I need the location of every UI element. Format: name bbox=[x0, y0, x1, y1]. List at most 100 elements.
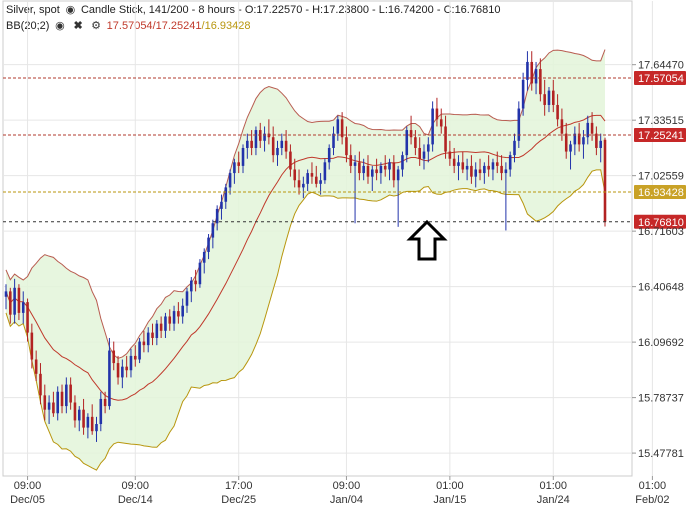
ohlc-readout: - O:17.22570 - H:17.23800 - L:16.74200 -… bbox=[238, 4, 501, 16]
candle-body bbox=[207, 237, 210, 252]
candle-body bbox=[543, 94, 546, 105]
candle bbox=[26, 298, 29, 342]
candle-body bbox=[103, 398, 107, 407]
candle-body bbox=[194, 280, 197, 285]
candle-body bbox=[345, 137, 348, 156]
price-tag-bg bbox=[634, 128, 686, 143]
gear-icon[interactable]: ⚙ bbox=[91, 20, 102, 32]
candle-body bbox=[65, 384, 68, 407]
candle bbox=[69, 377, 72, 410]
bb-mid-value: 17.25241 bbox=[155, 20, 202, 32]
candle-body bbox=[336, 119, 340, 134]
candle bbox=[495, 151, 499, 174]
candle-body bbox=[112, 350, 116, 364]
candle bbox=[590, 112, 594, 141]
candle bbox=[241, 144, 245, 174]
candle-body bbox=[392, 162, 396, 181]
candle bbox=[319, 173, 322, 195]
candle-body bbox=[375, 169, 378, 174]
candle-body bbox=[237, 162, 240, 166]
candle bbox=[340, 112, 344, 145]
candle-body bbox=[34, 359, 38, 374]
y-tick-label: 16.71603 bbox=[638, 226, 684, 238]
candle-body bbox=[599, 140, 602, 148]
candle bbox=[435, 97, 439, 127]
candle-body bbox=[198, 262, 202, 285]
candle-body bbox=[138, 341, 141, 360]
candle bbox=[276, 140, 279, 166]
candle-body bbox=[556, 104, 559, 120]
candle bbox=[521, 72, 525, 116]
candle-body bbox=[56, 391, 60, 414]
candle-body bbox=[371, 169, 374, 177]
candle-body bbox=[52, 402, 55, 414]
price-tag-label: 16.93428 bbox=[638, 187, 684, 199]
candle-body bbox=[297, 180, 301, 188]
candle-body bbox=[427, 144, 430, 152]
candle bbox=[164, 312, 167, 338]
candle bbox=[146, 327, 150, 353]
candle bbox=[215, 205, 219, 231]
price-tag-mid: 17.25241 bbox=[634, 128, 686, 143]
y-tick-label: 15.78737 bbox=[638, 393, 684, 405]
eye-icon[interactable]: ◉ bbox=[55, 20, 65, 32]
candle-body bbox=[129, 355, 133, 371]
eye-icon[interactable]: ◉ bbox=[65, 4, 76, 16]
candle bbox=[323, 158, 327, 184]
up-arrow-icon bbox=[406, 219, 448, 261]
candle-body bbox=[409, 130, 413, 138]
candle-body bbox=[43, 395, 47, 410]
candle bbox=[530, 51, 534, 91]
candle-body bbox=[82, 409, 85, 428]
candle-body bbox=[362, 165, 365, 174]
candle-body bbox=[457, 162, 460, 166]
candle bbox=[21, 291, 25, 324]
candle-body bbox=[491, 162, 495, 170]
candle bbox=[599, 133, 602, 163]
candle bbox=[56, 386, 60, 421]
candle bbox=[444, 115, 447, 159]
candle bbox=[224, 183, 228, 209]
candle bbox=[207, 234, 210, 260]
candle bbox=[422, 144, 426, 170]
candle bbox=[483, 162, 486, 184]
candle bbox=[297, 169, 301, 195]
candle bbox=[159, 316, 163, 338]
candle bbox=[461, 151, 465, 174]
candle bbox=[478, 158, 482, 181]
x-tick-date: Dec/05 bbox=[10, 494, 45, 506]
candle-body bbox=[595, 133, 598, 148]
price-tag-last: 16.76810 bbox=[634, 214, 686, 229]
candle-body bbox=[534, 69, 538, 84]
y-tick-label: 17.64470 bbox=[638, 60, 684, 72]
candle bbox=[371, 165, 374, 191]
candle-body bbox=[151, 332, 154, 338]
price-tag-lower: 16.93428 bbox=[634, 185, 686, 200]
candle bbox=[121, 359, 124, 389]
candle-body bbox=[202, 251, 206, 263]
candle bbox=[284, 130, 288, 159]
candle bbox=[388, 158, 391, 181]
candle-body bbox=[526, 61, 529, 80]
candle-body bbox=[310, 173, 314, 177]
candle bbox=[4, 284, 8, 310]
y-tick-label: 15.47781 bbox=[638, 448, 684, 460]
candle-body bbox=[314, 176, 318, 184]
candle-body bbox=[358, 162, 361, 174]
candle bbox=[151, 323, 154, 346]
candle bbox=[95, 416, 98, 442]
close-icon[interactable]: ✖ bbox=[73, 20, 83, 32]
candle-body bbox=[233, 162, 236, 174]
candle bbox=[125, 355, 128, 378]
candle-body bbox=[69, 384, 72, 403]
candle-body bbox=[401, 155, 404, 170]
candle bbox=[439, 108, 443, 134]
candle-body bbox=[17, 287, 21, 313]
candle-body bbox=[332, 133, 335, 148]
candle bbox=[177, 302, 180, 324]
axes: 17.57054 17.25241 16.93428 16.76810 17.64470… bbox=[10, 60, 686, 506]
candle bbox=[181, 298, 184, 324]
candle bbox=[379, 162, 383, 184]
candle-body bbox=[465, 165, 469, 170]
